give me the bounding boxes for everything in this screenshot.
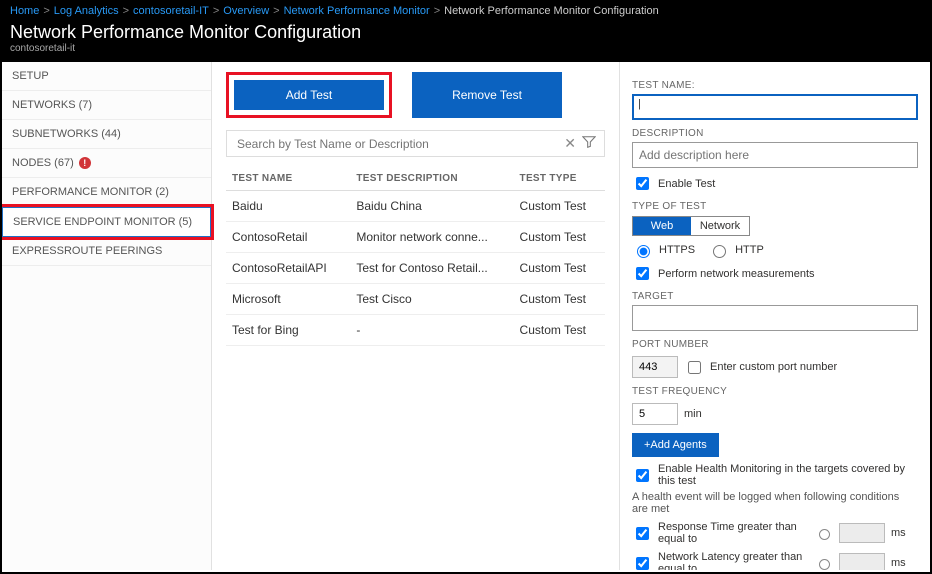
sidebar-item-setup[interactable]: SETUP bbox=[2, 62, 211, 91]
sidebar: SETUP NETWORKS (7) SUBNETWORKS (44) NODE… bbox=[2, 62, 212, 570]
sidebar-item-expressroute[interactable]: EXPRESSROUTE PEERINGS bbox=[2, 237, 211, 266]
table-cell: Baidu bbox=[226, 191, 350, 222]
table-cell: Custom Test bbox=[514, 222, 605, 253]
title-bar: Network Performance Monitor Configuratio… bbox=[2, 20, 930, 62]
sidebar-item-performance-monitor[interactable]: PERFORMANCE MONITOR (2) bbox=[2, 178, 211, 207]
text-cursor-icon: | bbox=[638, 98, 641, 110]
cond-response-time-label: Response Time greater than equal to bbox=[658, 521, 808, 545]
crumb-overview[interactable]: Overview bbox=[223, 5, 269, 17]
enable-test-checkbox[interactable] bbox=[636, 177, 649, 190]
table-cell: Monitor network conne... bbox=[350, 222, 513, 253]
sidebar-item-label: EXPRESSROUTE PEERINGS bbox=[12, 245, 162, 257]
table-cell: Test Cisco bbox=[350, 284, 513, 315]
tab-network[interactable]: Network bbox=[691, 217, 749, 235]
frequency-unit: min bbox=[684, 408, 702, 420]
perform-network-label: Perform network measurements bbox=[658, 268, 815, 280]
details-panel: TEST NAME: | DESCRIPTION Enable Test TYP… bbox=[620, 62, 930, 570]
sidebar-item-label: NETWORKS (7) bbox=[12, 99, 92, 111]
table-cell: Baidu China bbox=[350, 191, 513, 222]
table-cell: Custom Test bbox=[514, 284, 605, 315]
type-of-test-tabs: Web Network bbox=[632, 216, 750, 236]
cond-latency-radio[interactable] bbox=[819, 559, 830, 570]
sidebar-item-label: SUBNETWORKS (44) bbox=[12, 128, 121, 140]
crumb-current: Network Performance Monitor Configuratio… bbox=[444, 5, 659, 17]
frequency-label: TEST FREQUENCY bbox=[632, 386, 918, 397]
clear-icon[interactable]: ✕ bbox=[564, 135, 576, 152]
breadcrumb: Home> Log Analytics> contosoretail-IT> O… bbox=[2, 2, 930, 20]
table-cell: Test for Bing bbox=[226, 315, 350, 346]
protocol-http-label: HTTP bbox=[735, 244, 764, 256]
target-label: TARGET bbox=[632, 291, 918, 302]
col-test-description[interactable]: TEST DESCRIPTION bbox=[350, 167, 513, 191]
cond-response-time-radio[interactable] bbox=[819, 529, 830, 540]
enable-test-label: Enable Test bbox=[658, 178, 715, 190]
search-input[interactable] bbox=[235, 136, 558, 152]
add-agents-button[interactable]: +Add Agents bbox=[632, 433, 719, 457]
add-test-button[interactable]: Add Test bbox=[234, 80, 384, 110]
table-row[interactable]: Test for Bing-Custom Test bbox=[226, 315, 605, 346]
table-cell: Custom Test bbox=[514, 315, 605, 346]
cond-latency-label: Network Latency greater than equal to bbox=[658, 551, 808, 570]
enable-health-label: Enable Health Monitoring in the targets … bbox=[658, 463, 918, 487]
search-row: ✕ bbox=[226, 130, 605, 157]
test-name-label: TEST NAME: bbox=[632, 80, 918, 91]
table-row[interactable]: BaiduBaidu ChinaCustom Test bbox=[226, 191, 605, 222]
description-input[interactable] bbox=[632, 142, 918, 168]
test-name-input[interactable] bbox=[632, 94, 918, 120]
tests-table: TEST NAME TEST DESCRIPTION TEST TYPE Bai… bbox=[226, 167, 605, 346]
crumb-log-analytics[interactable]: Log Analytics bbox=[54, 5, 119, 17]
crumb-npm[interactable]: Network Performance Monitor bbox=[284, 5, 430, 17]
page-subtitle: contosoretail-it bbox=[10, 43, 922, 54]
frequency-input[interactable] bbox=[632, 403, 678, 425]
filter-icon[interactable] bbox=[582, 135, 596, 152]
description-label: DESCRIPTION bbox=[632, 128, 918, 139]
main-panel: Add Test Remove Test ✕ TEST NAME TEST DE… bbox=[212, 62, 620, 570]
sidebar-item-nodes[interactable]: NODES (67)! bbox=[2, 149, 211, 178]
cond-latency-unit: ms bbox=[891, 557, 906, 569]
sidebar-item-label: SERVICE ENDPOINT MONITOR (5) bbox=[13, 216, 192, 228]
highlight-add-test: Add Test bbox=[226, 72, 392, 118]
page-title: Network Performance Monitor Configuratio… bbox=[10, 22, 922, 43]
table-cell: Custom Test bbox=[514, 253, 605, 284]
port-input[interactable] bbox=[632, 356, 678, 378]
table-cell: Microsoft bbox=[226, 284, 350, 315]
table-row[interactable]: ContosoRetailAPITest for Contoso Retail.… bbox=[226, 253, 605, 284]
table-cell: ContosoRetail bbox=[226, 222, 350, 253]
table-cell: ContosoRetailAPI bbox=[226, 253, 350, 284]
custom-port-checkbox[interactable] bbox=[688, 361, 701, 374]
custom-port-label: Enter custom port number bbox=[710, 361, 837, 373]
col-test-type[interactable]: TEST TYPE bbox=[514, 167, 605, 191]
warning-icon: ! bbox=[79, 157, 91, 169]
protocol-http-radio[interactable] bbox=[713, 245, 726, 258]
table-row[interactable]: MicrosoftTest CiscoCustom Test bbox=[226, 284, 605, 315]
table-cell: Test for Contoso Retail... bbox=[350, 253, 513, 284]
protocol-https-radio[interactable] bbox=[637, 245, 650, 258]
sidebar-item-label: SETUP bbox=[12, 70, 49, 82]
table-row[interactable]: ContosoRetailMonitor network conne...Cus… bbox=[226, 222, 605, 253]
protocol-https-label: HTTPS bbox=[659, 244, 695, 256]
sidebar-item-subnetworks[interactable]: SUBNETWORKS (44) bbox=[2, 120, 211, 149]
sidebar-item-label: NODES (67) bbox=[12, 157, 74, 169]
sidebar-item-label: PERFORMANCE MONITOR (2) bbox=[12, 186, 169, 198]
target-input[interactable] bbox=[632, 305, 918, 331]
port-label: PORT NUMBER bbox=[632, 339, 918, 350]
cond-response-time-checkbox[interactable] bbox=[636, 527, 649, 540]
sidebar-item-networks[interactable]: NETWORKS (7) bbox=[2, 91, 211, 120]
crumb-home[interactable]: Home bbox=[10, 5, 39, 17]
type-of-test-label: TYPE OF TEST bbox=[632, 201, 918, 212]
cond-latency-checkbox[interactable] bbox=[636, 557, 649, 570]
cond-response-time-input[interactable] bbox=[839, 523, 885, 543]
table-cell: - bbox=[350, 315, 513, 346]
cond-response-time-unit: ms bbox=[891, 527, 906, 539]
crumb-workspace[interactable]: contosoretail-IT bbox=[133, 5, 209, 17]
remove-test-button[interactable]: Remove Test bbox=[412, 72, 562, 118]
enable-health-checkbox[interactable] bbox=[636, 469, 649, 482]
health-note: A health event will be logged when follo… bbox=[632, 491, 918, 515]
cond-latency-input[interactable] bbox=[839, 553, 885, 570]
col-test-name[interactable]: TEST NAME bbox=[226, 167, 350, 191]
table-cell: Custom Test bbox=[514, 191, 605, 222]
perform-network-checkbox[interactable] bbox=[636, 267, 649, 280]
sidebar-item-service-endpoint-monitor[interactable]: SERVICE ENDPOINT MONITOR (5) bbox=[2, 207, 211, 237]
tab-web[interactable]: Web bbox=[633, 217, 691, 235]
